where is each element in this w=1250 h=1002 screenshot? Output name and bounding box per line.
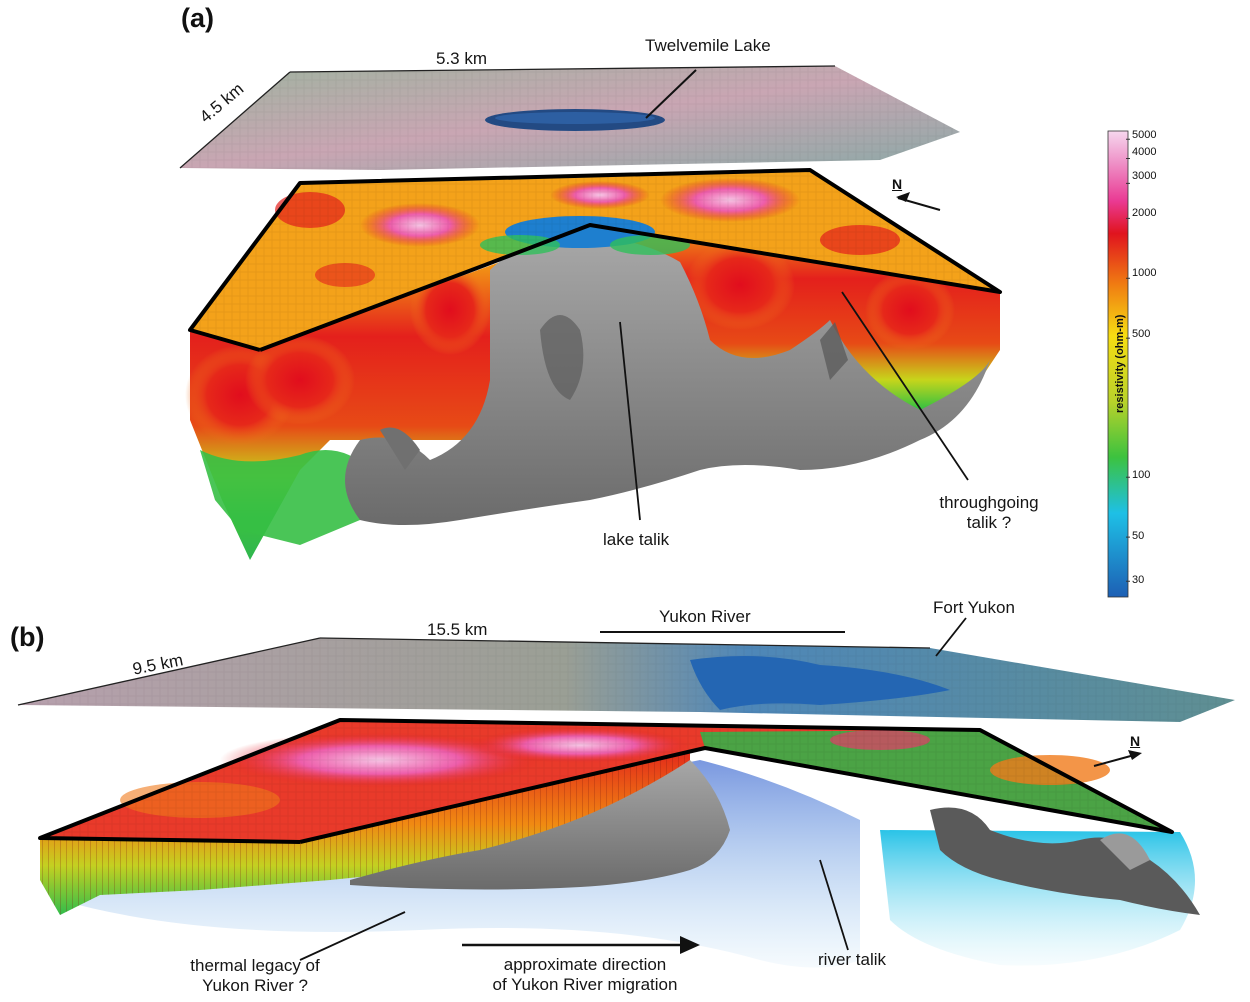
panel-a-width-dimension-line <box>289 65 836 73</box>
colorbar-tick-4000: 4000 <box>1132 146 1157 158</box>
panel-b-river-shape <box>690 656 950 710</box>
panel-b-town-label: Fort Yukon <box>933 598 1015 617</box>
panel-b-thermal-leader <box>299 911 406 961</box>
panel-b-direction-line1: approximate direction <box>503 955 667 974</box>
panel-a-terrain <box>179 65 960 170</box>
panel-b-thermal-line1: thermal legacy of <box>190 956 320 975</box>
panel-b-town-leader-line <box>935 617 967 657</box>
panel-a-width-label: 5.3 km <box>436 49 488 68</box>
colorbar-title: resistivity (ohm-m) <box>1114 314 1126 413</box>
panel-b-thermal-label: thermal legacy of Yukon River ? <box>170 956 340 995</box>
panel-b-migration-arrow <box>462 936 700 954</box>
panel-b-terrain <box>17 617 1235 722</box>
colorbar-tick-30: 30 <box>1132 574 1145 586</box>
panel-b-letter: (b) <box>10 622 45 652</box>
panel-b-river-talik-label: river talik <box>818 950 887 969</box>
panel-b-depth-dimension-line <box>17 637 321 706</box>
colorbar-tick-50: 50 <box>1132 530 1145 542</box>
colorbar-tick-500: 500 <box>1132 328 1151 340</box>
panel-b-width-label: 15.5 km <box>427 620 488 639</box>
panel-a-block-outline <box>188 168 1002 352</box>
panel-b-gray-talik-left <box>350 760 730 890</box>
colorbar-tickmarks <box>1126 138 1130 582</box>
colorbar-tick-100: 100 <box>1132 469 1151 481</box>
panel-a-lake-label: Twelvemile Lake <box>645 36 771 55</box>
panel-a-depth-dimension-line <box>179 71 291 169</box>
panel-b-block-outline <box>38 718 1174 844</box>
panel-a-lake-talik-leader <box>619 321 641 521</box>
panel-b-north-label: N <box>1130 733 1141 749</box>
panel-b-direction-line2: of Yukon River migration <box>492 974 678 994</box>
panel-a-lake-talik-surface <box>345 235 990 525</box>
colorbar-tick-5000: 5000 <box>1132 129 1157 141</box>
panel-a-throughgoing-label: throughgoing talik ? <box>924 493 1054 532</box>
panel-b-direction-label: approximate direction of Yukon River mig… <box>470 955 700 994</box>
panel-b-width-dimension-line <box>319 637 931 649</box>
panel-a-lake-talik-label: lake talik <box>603 530 670 549</box>
colorbar-tick-3000: 3000 <box>1132 170 1157 182</box>
panel-b-thermal-line2: Yukon River ? <box>202 975 308 995</box>
panel-a-letter: (a) <box>181 3 214 33</box>
panel-a-throughgoing-line1: throughgoing <box>939 493 1039 512</box>
panel-b-gray-talik-right <box>930 807 1200 915</box>
colorbar-tick-1000: 1000 <box>1132 267 1157 279</box>
panel-b-north-arrow <box>1093 750 1142 767</box>
panel-a-north-label: N <box>892 176 903 192</box>
resistivity-colorbar <box>1107 130 1130 598</box>
panel-a-throughgoing-leader <box>841 291 969 481</box>
panel-b <box>17 617 1235 968</box>
colorbar-tick-2000: 2000 <box>1132 207 1157 219</box>
panel-a-north-arrow <box>896 192 941 211</box>
panel-a <box>179 65 1002 560</box>
panel-b-river-talik-leader <box>819 859 849 951</box>
panel-a-lake-leader-line <box>645 69 697 119</box>
panel-a-resistivity-block <box>185 168 1002 560</box>
colorbar-gradient <box>1107 130 1129 598</box>
panel-b-resistivity-block <box>38 718 1200 968</box>
panel-a-throughgoing-line2: talik ? <box>966 512 1012 532</box>
panel-b-river-label: Yukon River <box>659 607 751 626</box>
